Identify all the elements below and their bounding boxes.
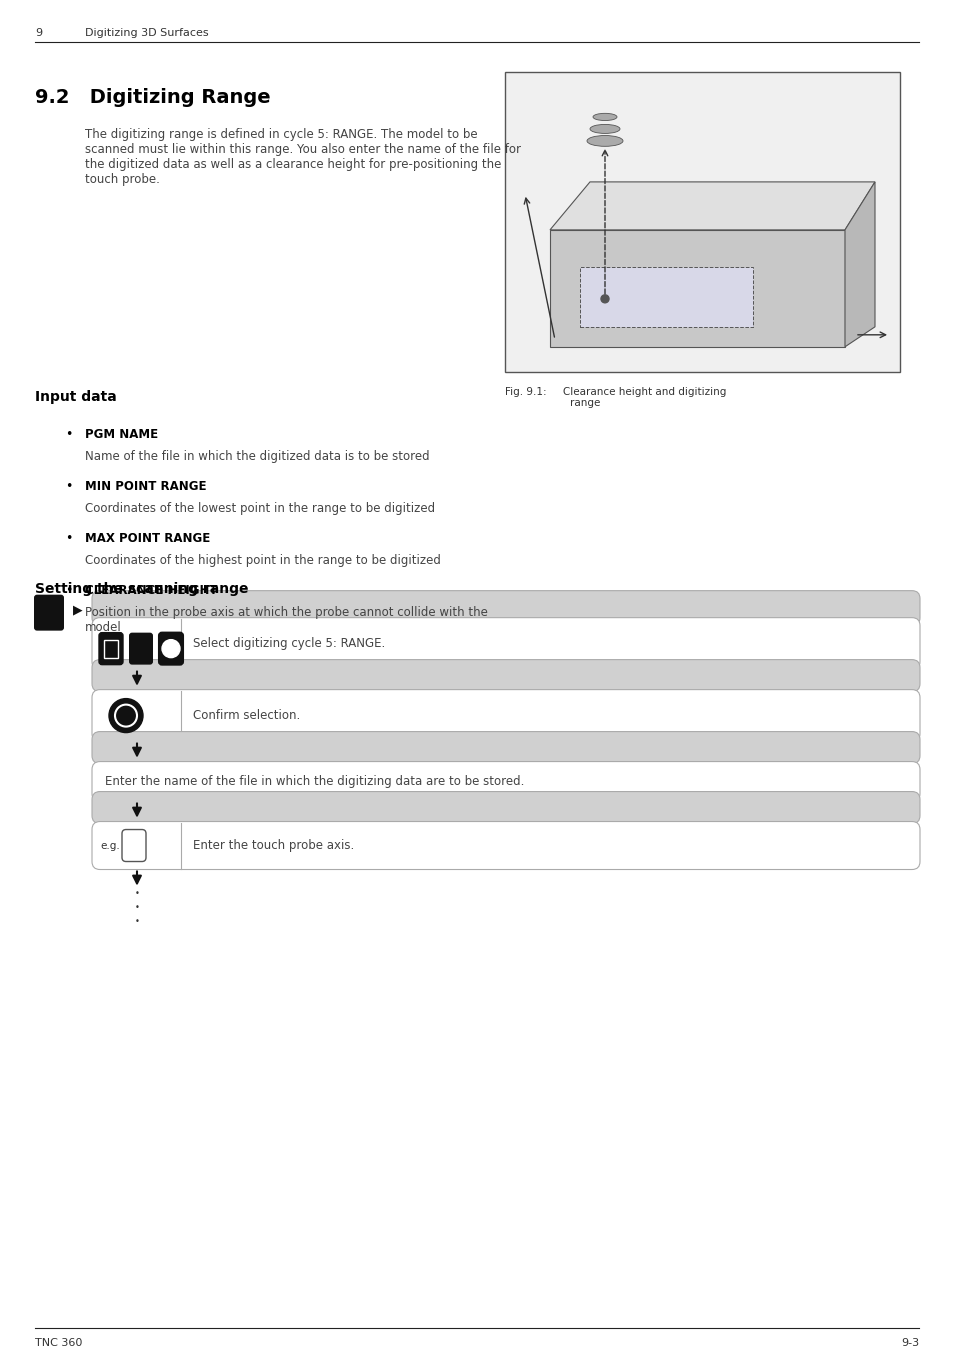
- FancyBboxPatch shape: [91, 732, 919, 763]
- Ellipse shape: [589, 124, 619, 134]
- FancyBboxPatch shape: [99, 632, 123, 665]
- FancyBboxPatch shape: [91, 617, 919, 670]
- Circle shape: [162, 639, 180, 658]
- Text: Fig. 9.1:     Clearance height and digitizing
                    range: Fig. 9.1: Clearance height and digitizin…: [504, 386, 725, 408]
- Text: •: •: [65, 584, 72, 597]
- Text: •: •: [135, 917, 140, 925]
- FancyBboxPatch shape: [34, 594, 64, 631]
- FancyBboxPatch shape: [129, 632, 152, 665]
- Text: Setting the scanning range: Setting the scanning range: [35, 582, 248, 596]
- Text: TNC 360: TNC 360: [35, 1339, 82, 1348]
- Text: •: •: [65, 428, 72, 440]
- Text: Digitizing 3D Surfaces: Digitizing 3D Surfaces: [85, 28, 209, 38]
- Text: e.g.: e.g.: [100, 840, 120, 851]
- FancyBboxPatch shape: [91, 590, 919, 626]
- Text: MAX POINT RANGE: MAX POINT RANGE: [85, 532, 210, 544]
- Ellipse shape: [593, 113, 617, 120]
- FancyBboxPatch shape: [91, 689, 919, 742]
- Text: Enter the touch probe axis.: Enter the touch probe axis.: [193, 839, 354, 852]
- Polygon shape: [550, 230, 844, 347]
- Text: Enter the name of the file in which the digitizing data are to be stored.: Enter the name of the file in which the …: [105, 775, 524, 788]
- Ellipse shape: [586, 135, 622, 146]
- Text: ▶: ▶: [73, 604, 83, 616]
- Polygon shape: [579, 267, 752, 327]
- Text: Position in the probe axis at which the probe cannot collide with the
model: Position in the probe axis at which the …: [85, 605, 487, 634]
- FancyBboxPatch shape: [91, 762, 919, 801]
- Text: 9-3: 9-3: [900, 1339, 918, 1348]
- Text: CLEARANCE HEIGHT: CLEARANCE HEIGHT: [85, 584, 217, 597]
- FancyBboxPatch shape: [504, 72, 899, 372]
- Text: •: •: [135, 902, 140, 912]
- FancyBboxPatch shape: [91, 792, 919, 824]
- Text: •: •: [65, 532, 72, 544]
- Text: Coordinates of the highest point in the range to be digitized: Coordinates of the highest point in the …: [85, 554, 440, 566]
- Text: 9: 9: [35, 28, 42, 38]
- FancyBboxPatch shape: [122, 830, 146, 862]
- Text: PGM NAME: PGM NAME: [85, 428, 158, 440]
- Text: Input data: Input data: [35, 390, 116, 404]
- Text: Select digitizing cycle 5: RANGE.: Select digitizing cycle 5: RANGE.: [193, 638, 385, 650]
- Circle shape: [600, 295, 608, 303]
- FancyBboxPatch shape: [91, 821, 919, 870]
- Text: Confirm selection.: Confirm selection.: [193, 709, 300, 721]
- Circle shape: [109, 698, 143, 732]
- Text: Coordinates of the lowest point in the range to be digitized: Coordinates of the lowest point in the r…: [85, 501, 435, 515]
- FancyBboxPatch shape: [91, 659, 919, 692]
- Text: The digitizing range is defined in cycle 5: RANGE. The model to be
scanned must : The digitizing range is defined in cycle…: [85, 128, 520, 186]
- Text: 9.2   Digitizing Range: 9.2 Digitizing Range: [35, 88, 271, 107]
- Polygon shape: [550, 182, 874, 230]
- FancyBboxPatch shape: [104, 639, 118, 658]
- Text: •: •: [135, 889, 140, 898]
- Text: Name of the file in which the digitized data is to be stored: Name of the file in which the digitized …: [85, 450, 429, 463]
- FancyBboxPatch shape: [159, 632, 183, 665]
- Polygon shape: [844, 182, 874, 347]
- Text: MIN POINT RANGE: MIN POINT RANGE: [85, 480, 206, 493]
- Text: •: •: [65, 480, 72, 493]
